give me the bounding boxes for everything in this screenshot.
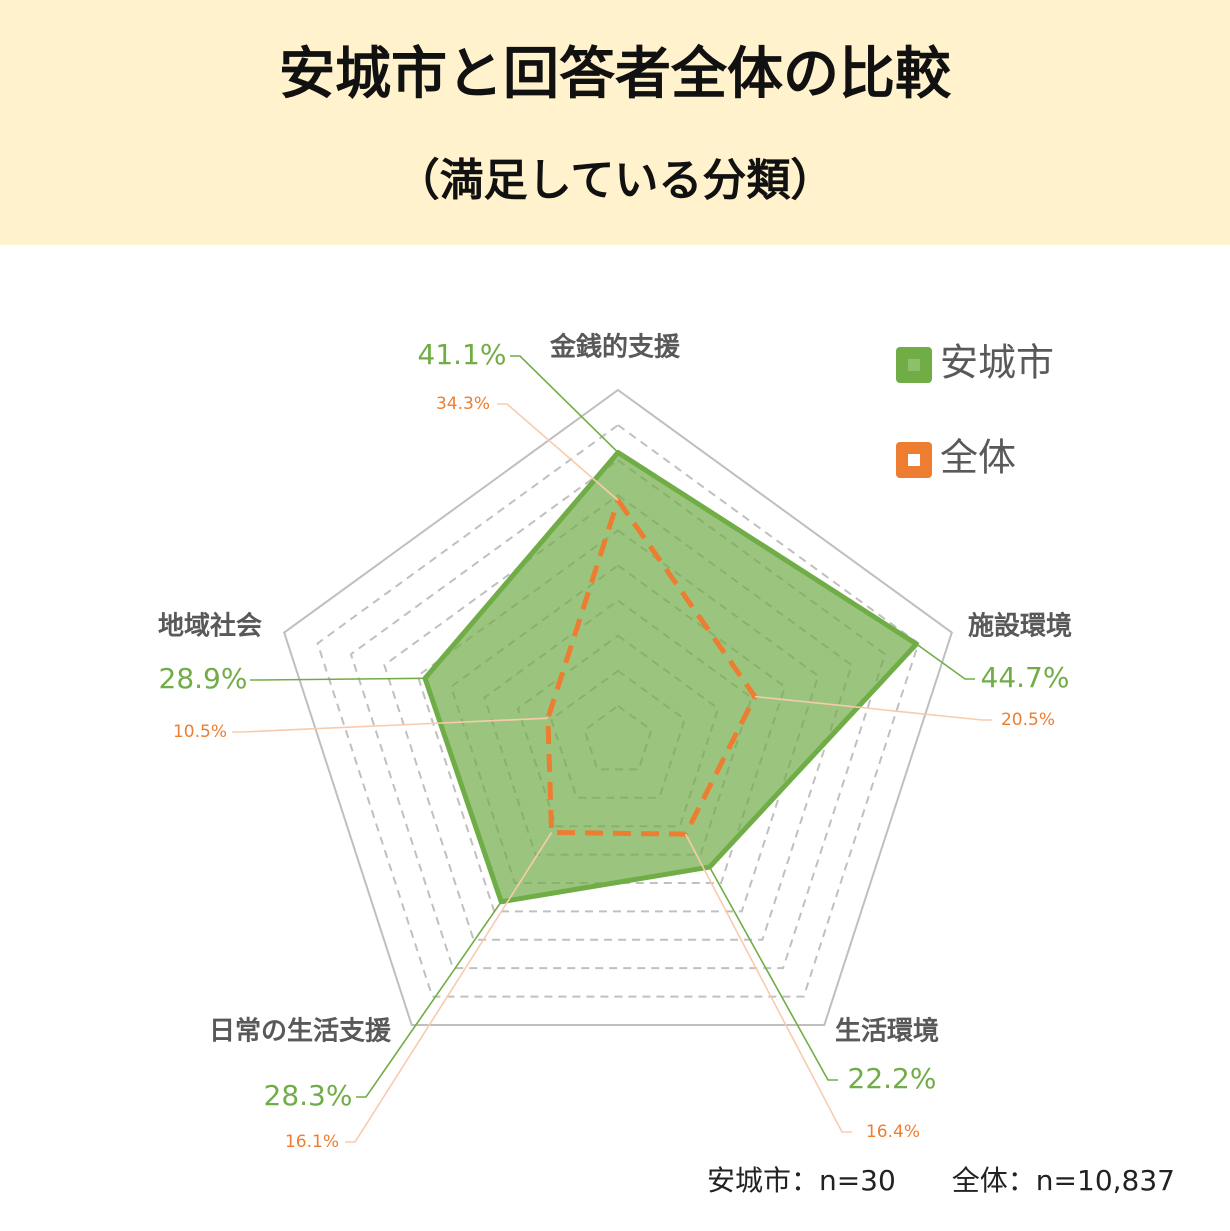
grid-line (416, 529, 820, 913)
leader-line (356, 901, 502, 1098)
leader-line (250, 677, 426, 681)
grid-line (283, 388, 953, 1026)
leader-line (915, 643, 975, 680)
leader-line (754, 695, 992, 721)
data-label: 41.1% (418, 338, 507, 371)
legend-label: 全体 (940, 436, 1016, 480)
data-label: 28.9% (159, 662, 248, 695)
chart-subtitle: （満足している分類） (396, 155, 835, 206)
category-label: 施設環境 (968, 611, 1072, 642)
leader-line (232, 717, 548, 733)
legend-label: 安城市 (940, 341, 1054, 385)
data-label: 10.5% (173, 722, 227, 742)
legend-swatch-inner (908, 359, 920, 371)
legend-swatch-inner (908, 454, 920, 466)
data-label: 34.3% (436, 394, 490, 414)
data-label: 16.1% (285, 1132, 339, 1152)
category-label: 生活環境 (835, 1016, 939, 1047)
category-label: 地域社会 (158, 611, 262, 642)
data-label: 44.7% (981, 661, 1070, 694)
leader-line (497, 403, 619, 501)
data-label: 20.5% (1001, 710, 1055, 730)
leader-line (684, 833, 852, 1133)
data-label: 28.3% (264, 1079, 353, 1112)
grid-line (349, 458, 887, 970)
chart-title: 安城市と回答者全体の比較 (279, 42, 952, 107)
header-bg (0, 0, 1230, 245)
leader-line (510, 355, 619, 454)
leader-line (345, 832, 553, 1143)
data-label: 16.4% (866, 1122, 920, 1142)
grid-line (316, 423, 920, 998)
data-label: 22.2% (848, 1062, 937, 1095)
note: 安城市：n=30 全体：n=10,837 (707, 1164, 1175, 1197)
category-label: 日常の生活支援 (209, 1017, 392, 1047)
category-label: 金銭的支援 (549, 332, 681, 363)
radar-line (545, 497, 758, 837)
leader-line (708, 866, 838, 1081)
